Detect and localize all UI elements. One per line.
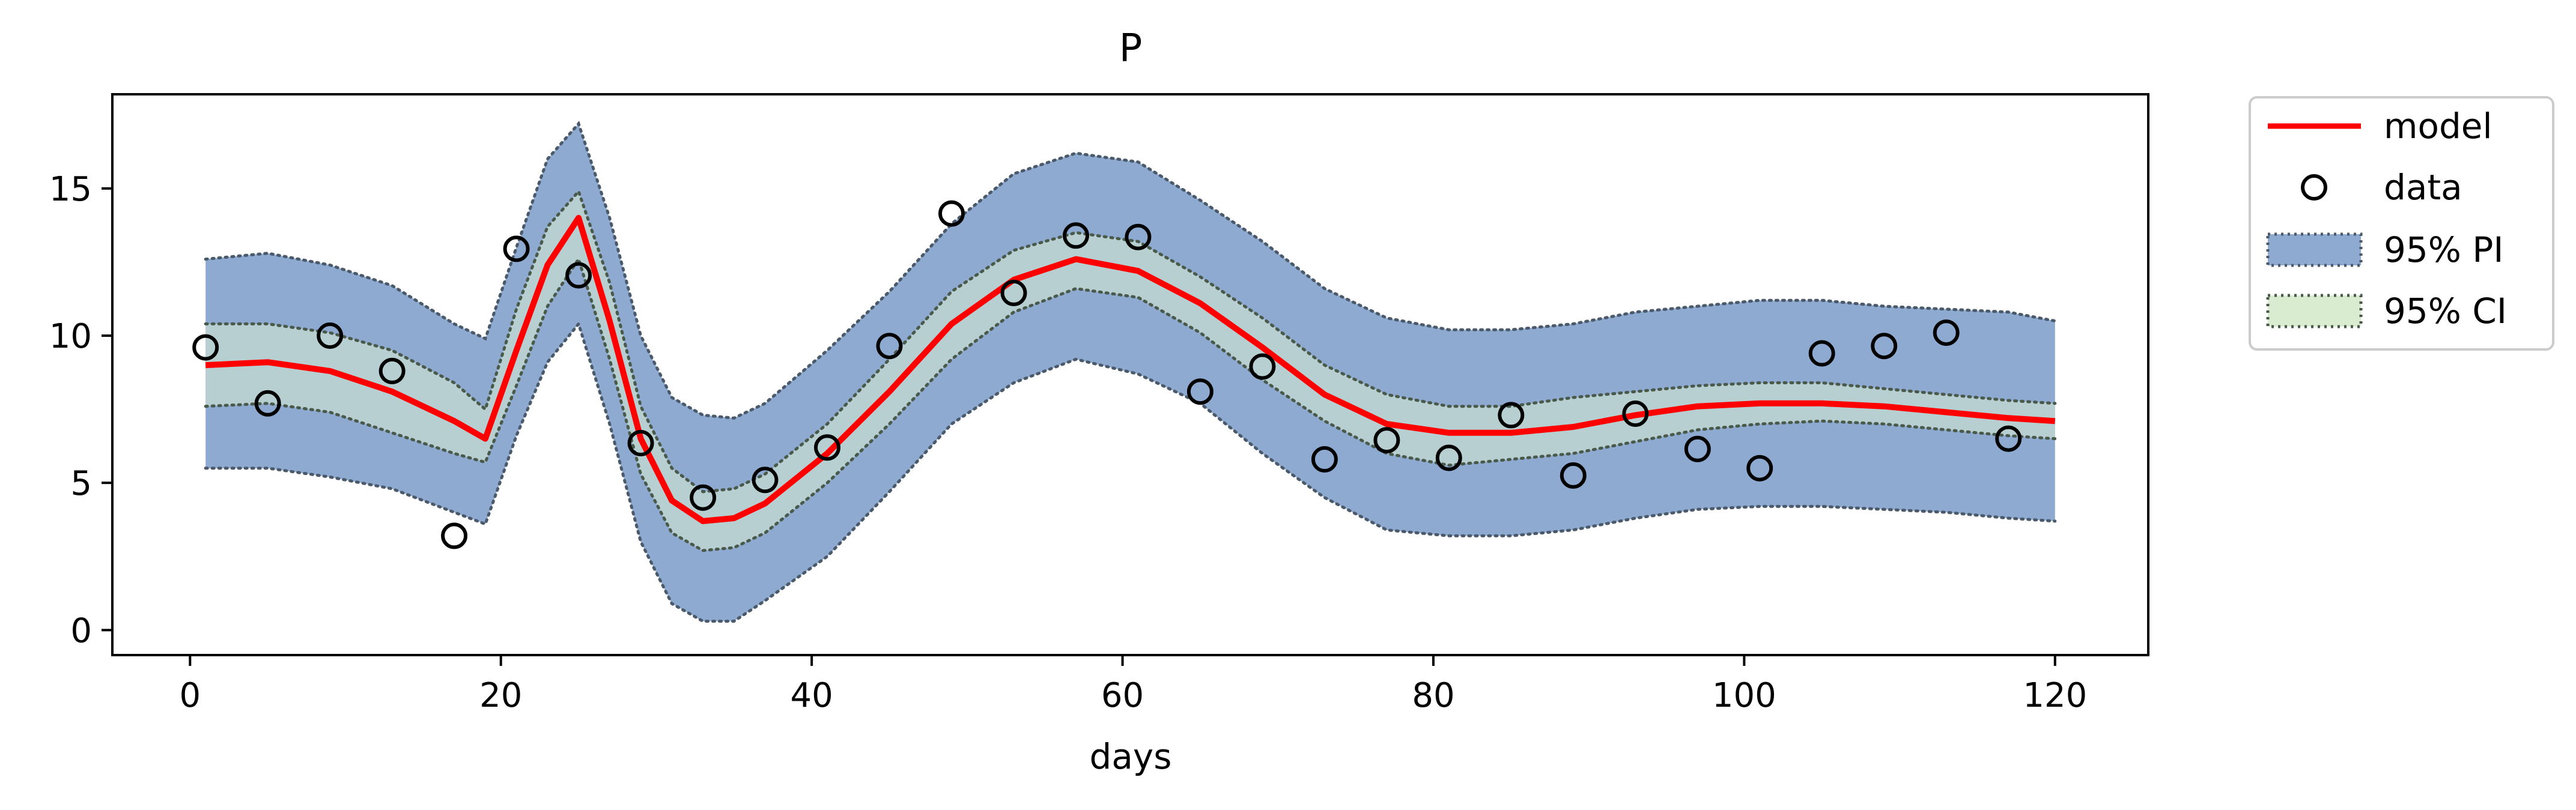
y-tick-label: 5: [70, 464, 92, 503]
legend-pi-swatch: [2266, 232, 2363, 267]
data-point: [1373, 427, 1400, 454]
data-point: [938, 200, 965, 227]
x-tick-label: 100: [1712, 676, 1776, 715]
legend-frame: [2249, 96, 2554, 351]
data-point: [876, 333, 903, 360]
data-point: [378, 357, 406, 384]
legend-ci-label: 95% CI: [2384, 291, 2507, 331]
model-line-layer: [205, 214, 2056, 524]
data-point: [1995, 425, 2022, 452]
y-tick-label: 0: [70, 611, 92, 650]
data-point: [752, 467, 779, 494]
data-point: [1435, 444, 1462, 471]
data-point: [1560, 462, 1587, 489]
data-point: [254, 390, 281, 417]
band-95-ci-upper-edge: [204, 188, 2057, 494]
x-tick-label: 120: [2023, 676, 2087, 715]
data-point: [192, 334, 219, 361]
data-points-layer: [192, 200, 2022, 549]
data-point: [1871, 333, 1898, 360]
band-95-pi-lower-edge: [204, 321, 2057, 623]
data-point: [1933, 319, 1960, 346]
data-point: [1000, 279, 1027, 306]
legend-ci-swatch: [2266, 294, 2363, 328]
data-point: [317, 322, 344, 349]
y-axis: 0 5 10 15: [49, 170, 112, 650]
data-point: [1746, 455, 1773, 482]
band-95-ci-lower-edge: [204, 255, 2057, 552]
data-point: [1186, 378, 1214, 405]
data-point: [565, 262, 592, 289]
y-tick-label: 15: [49, 170, 92, 209]
y-tick-label: 10: [49, 317, 92, 356]
data-point: [1063, 222, 1089, 249]
chart-title: P: [1119, 26, 1143, 71]
plot-frame: [111, 93, 2149, 656]
data-point: [814, 434, 840, 461]
x-axis: 0 20 40 60 80 100 120: [180, 655, 2087, 715]
data-point: [1684, 435, 1711, 462]
data-point: [690, 484, 717, 511]
x-tick-label: 20: [479, 676, 522, 715]
band-95-pi-upper-edge: [204, 121, 2057, 420]
data-point: [1125, 223, 1152, 250]
data-point: [1808, 340, 1835, 367]
x-tick-label: 60: [1101, 676, 1144, 715]
legend-data-swatch: [2301, 174, 2327, 201]
legend-data-label: data: [2384, 167, 2462, 208]
legend-pi-label: 95% PI: [2384, 229, 2503, 270]
x-tick-label: 40: [791, 676, 833, 715]
legend: model data 95% PI 95% CI: [2249, 96, 2554, 351]
plot-area: [111, 93, 2149, 656]
data-point: [627, 430, 654, 456]
data-point: [1311, 446, 1338, 473]
data-point: [503, 235, 530, 262]
data-point: [441, 522, 468, 549]
data-point: [1498, 402, 1525, 429]
x-axis-label: days: [1090, 736, 1172, 777]
data-point: [1249, 353, 1276, 380]
legend-model-label: model: [2384, 106, 2492, 147]
x-tick-label: 0: [180, 676, 201, 715]
x-tick-label: 80: [1412, 676, 1454, 715]
model-line: [205, 214, 2056, 524]
data-point: [1622, 400, 1649, 427]
